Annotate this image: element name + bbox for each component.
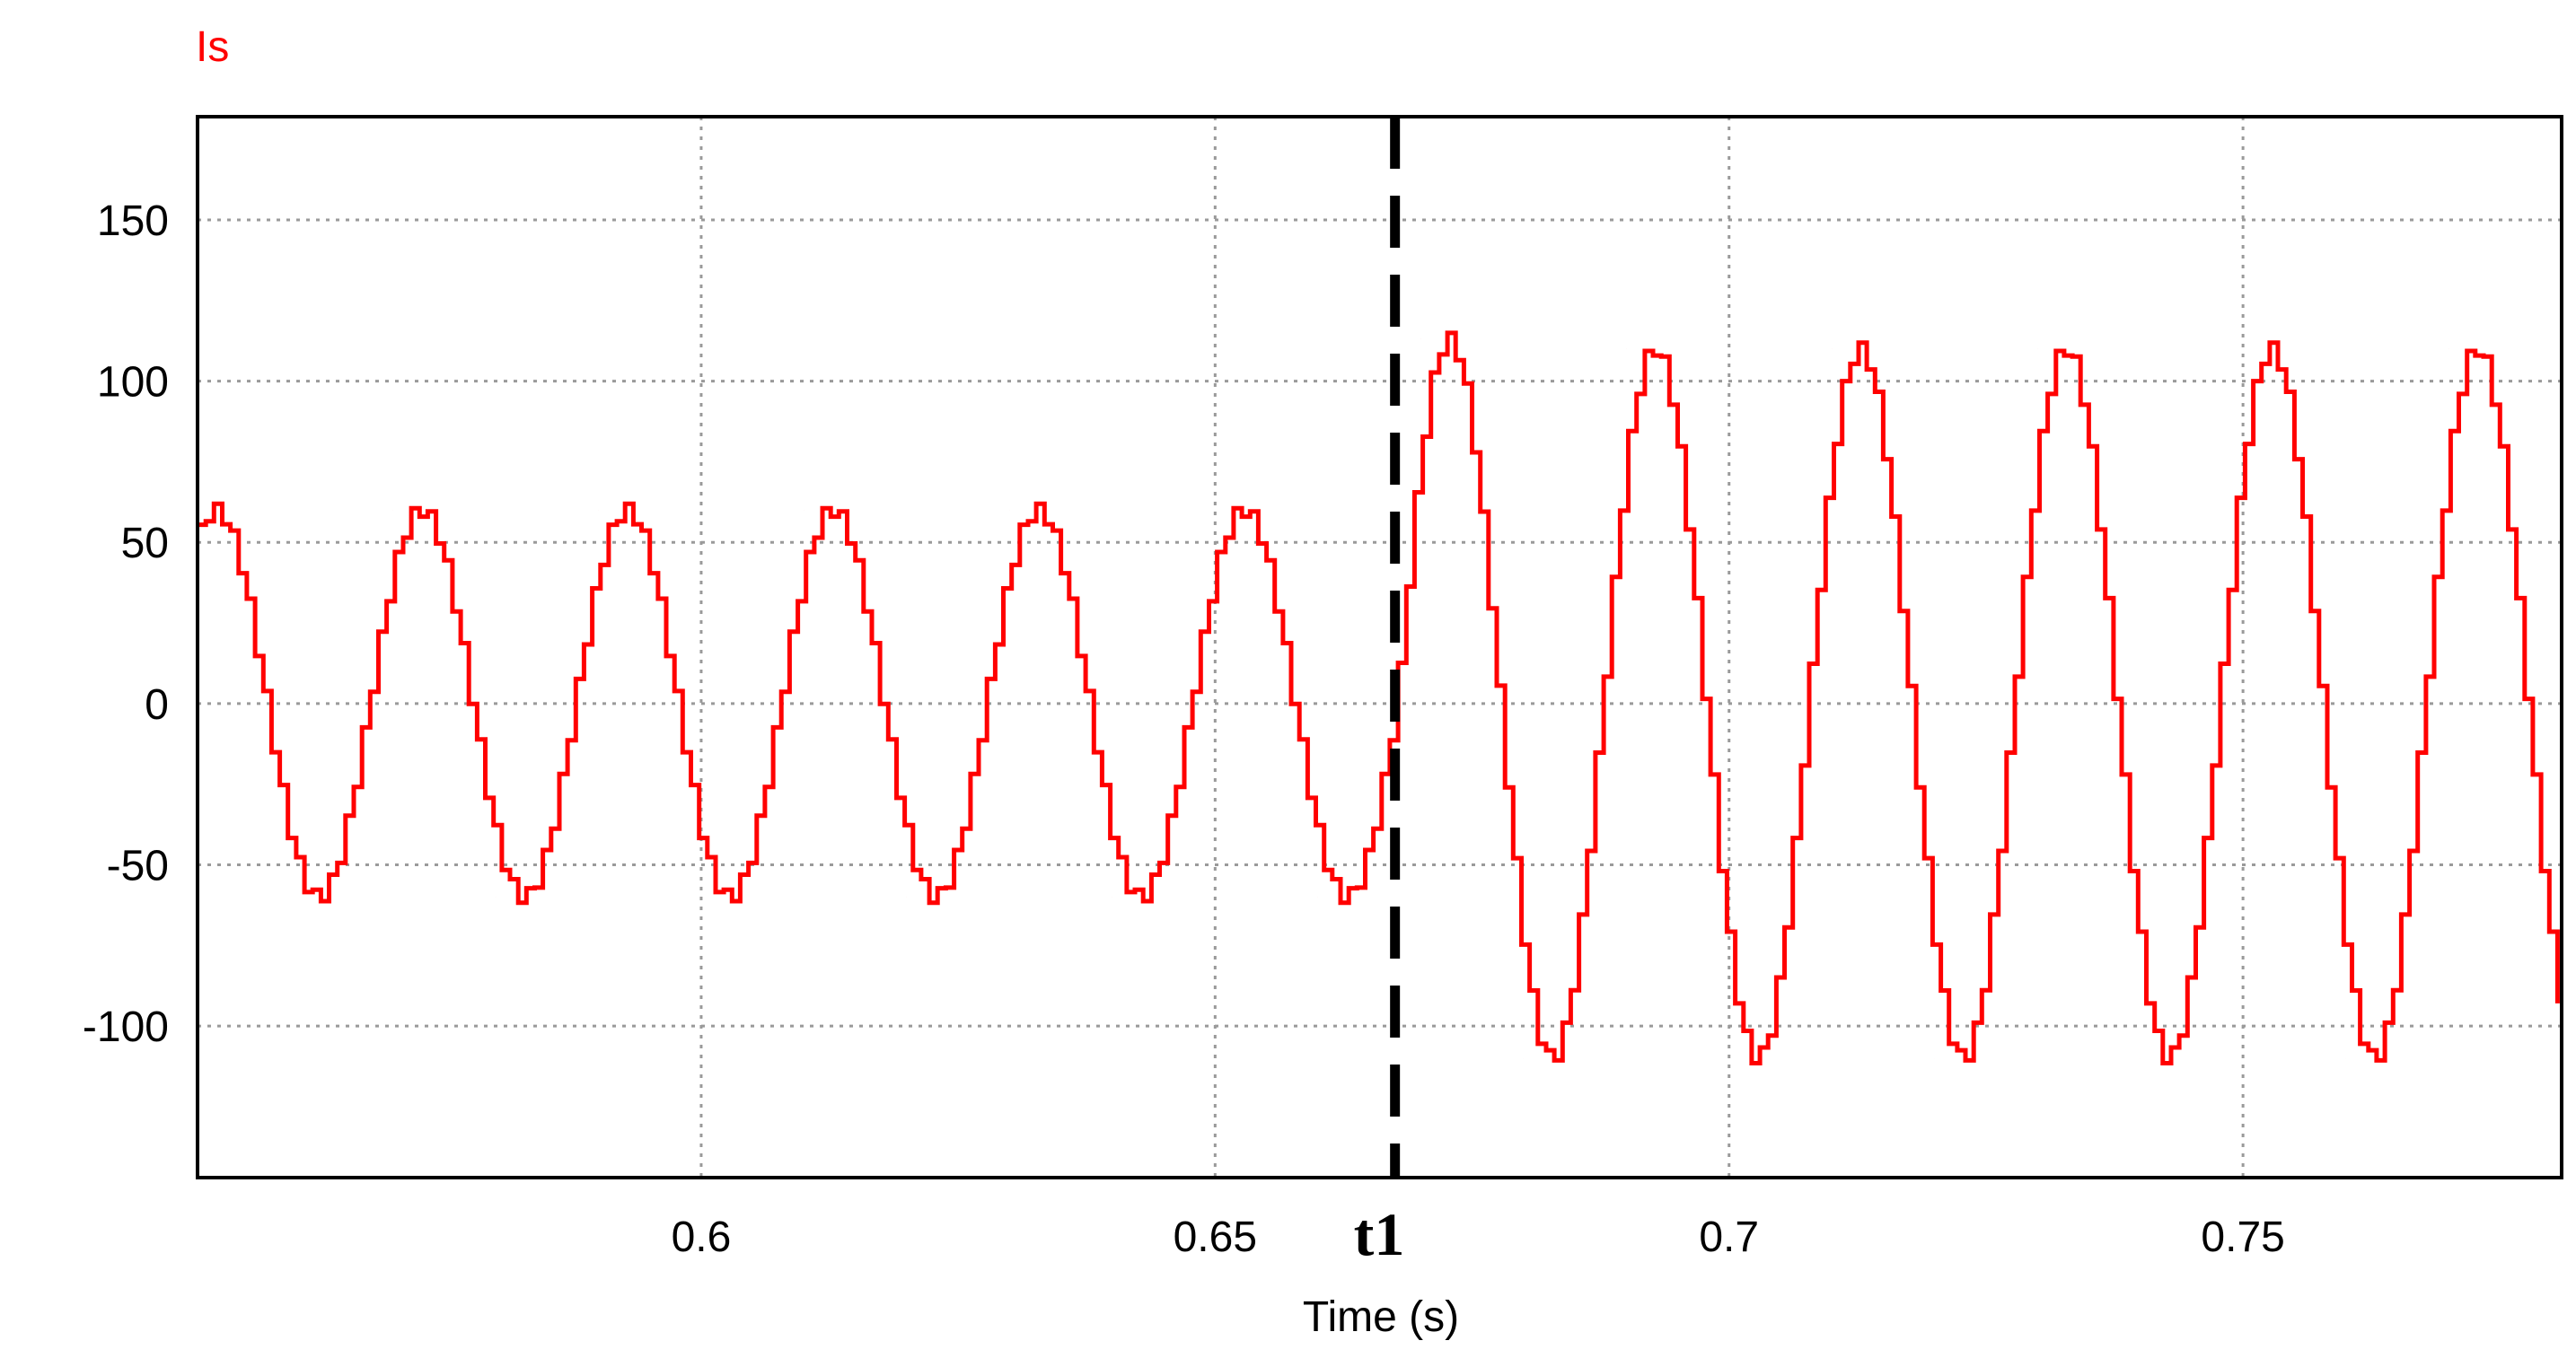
y-tick-label: -50 bbox=[107, 843, 169, 890]
plot-frame bbox=[198, 117, 2562, 1178]
x-tick-label: 0.7 bbox=[1699, 1214, 1759, 1261]
y-tick-label: 150 bbox=[97, 197, 169, 245]
x-axis-label: Time (s) bbox=[1303, 1293, 1459, 1341]
series-line-is bbox=[198, 333, 2557, 1064]
y-tick-label: 0 bbox=[145, 681, 169, 729]
grid-layer bbox=[198, 117, 2562, 1178]
x-tick-label: 0.6 bbox=[672, 1214, 732, 1261]
series-layer bbox=[198, 333, 2557, 1064]
x-tick-label: 0.75 bbox=[2201, 1214, 2284, 1261]
y-tick-label: -100 bbox=[83, 1003, 169, 1051]
t1-marker-label: t1 bbox=[1354, 1200, 1405, 1268]
x-tick-label: 0.65 bbox=[1174, 1214, 1257, 1261]
y-tick-label: 50 bbox=[121, 520, 169, 567]
series-label: Is bbox=[196, 23, 229, 71]
y-tick-label: 100 bbox=[97, 359, 169, 407]
